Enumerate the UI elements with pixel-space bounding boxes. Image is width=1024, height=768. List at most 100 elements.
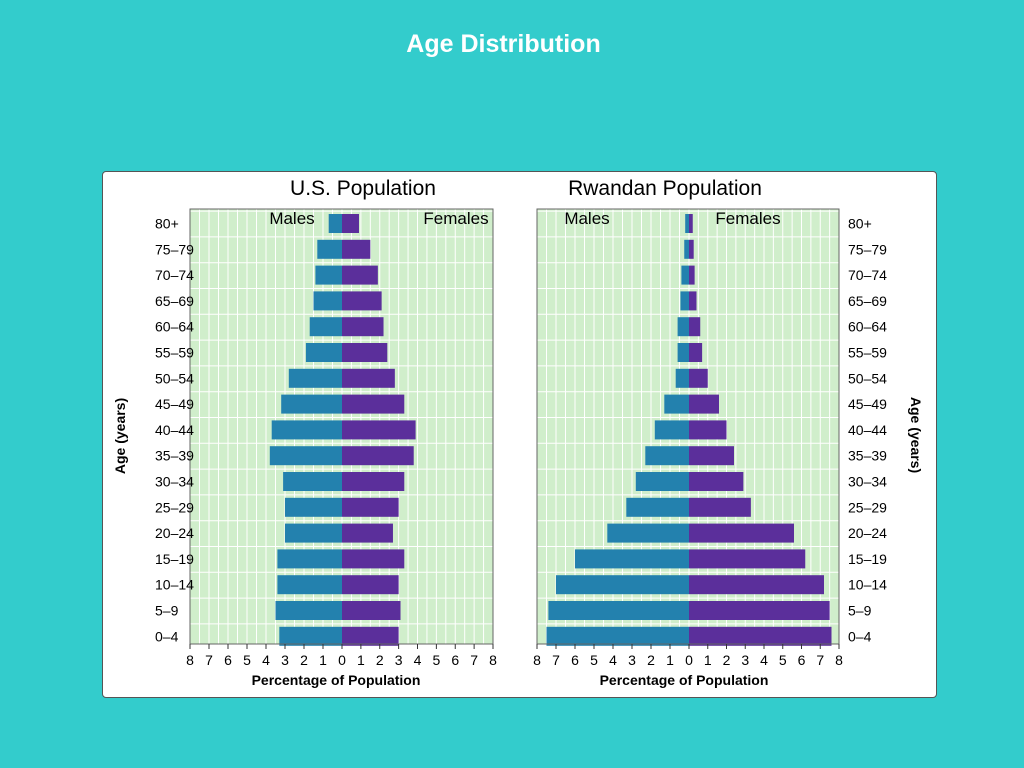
us-tick-label: 8 — [186, 652, 194, 668]
us-male-bar — [288, 368, 342, 388]
rw-male-bar — [635, 472, 689, 491]
rw-age-label: 20–24 — [848, 525, 887, 541]
us-age-label: 25–29 — [155, 499, 194, 515]
us-male-bar — [305, 343, 342, 362]
rw-male-bar — [677, 343, 689, 362]
us-tick-label: 0 — [338, 652, 346, 668]
rw-tick-label: 1 — [704, 652, 712, 668]
rw-age-label: 55–59 — [848, 345, 887, 361]
us-age-label: 80+ — [155, 216, 179, 232]
us-age-label: 5–9 — [155, 603, 179, 619]
chart-panel: U.S. Population Males Females 80+ 75–79 70… — [102, 171, 937, 698]
us-tick-label: 4 — [414, 652, 422, 668]
us-female-bar — [342, 265, 378, 285]
us-tick-label: 2 — [300, 652, 308, 668]
rw-age-label: 35–39 — [848, 448, 887, 464]
us-tick-label: 6 — [224, 652, 232, 668]
us-age-label: 60–64 — [155, 319, 194, 335]
us-female-bar — [342, 575, 399, 595]
us-male-bar — [285, 497, 342, 517]
rw-female-bar — [689, 472, 744, 491]
rw-male-bar — [645, 446, 689, 466]
us-age-label: 45–49 — [155, 396, 194, 412]
rw-male-bar — [626, 497, 689, 517]
rw-female-bar — [689, 394, 719, 414]
us-age-label: 75–79 — [155, 241, 194, 257]
rw-male-bar — [664, 394, 689, 414]
rw-female-bar — [689, 601, 830, 620]
rw-tick-label: 4 — [760, 652, 768, 668]
rw-male-bar — [684, 239, 689, 259]
us-males-label: Males — [269, 209, 314, 228]
us-male-bar — [277, 575, 342, 595]
rw-female-bar — [689, 549, 806, 569]
rw-female-bar — [689, 626, 832, 646]
rw-male-bar — [607, 523, 689, 543]
rw-female-bar — [689, 239, 694, 259]
us-male-bar — [283, 472, 342, 491]
rw-tick-label: 0 — [685, 652, 693, 668]
us-female-bar — [342, 420, 416, 440]
rw-tick-label: 2 — [647, 652, 655, 668]
rw-male-bar — [575, 549, 689, 569]
rw-male-bar — [677, 317, 689, 337]
us-age-label: 55–59 — [155, 345, 194, 361]
rw-tick-label: 7 — [552, 652, 560, 668]
us-male-bar — [279, 626, 342, 646]
rw-age-label: 80+ — [848, 216, 872, 232]
us-female-bar — [342, 368, 395, 388]
us-tick-label: 3 — [395, 652, 403, 668]
rw-female-bar — [689, 317, 701, 337]
us-age-label: 10–14 — [155, 577, 194, 593]
rw-females-label: Females — [715, 209, 780, 228]
us-male-bar — [275, 601, 342, 620]
rw-male-bar — [546, 626, 689, 646]
rw-age-label: 50–54 — [848, 370, 887, 386]
rw-plot-frame — [536, 208, 840, 645]
us-female-bar — [342, 523, 393, 543]
rw-age-label: 40–44 — [848, 422, 887, 438]
rw-chart-title: Rwandan Population — [568, 177, 762, 200]
rw-female-bar — [689, 265, 695, 285]
us-age-label: 35–39 — [155, 448, 194, 464]
rw-tick-label: 6 — [571, 652, 579, 668]
rw-age-label: 65–69 — [848, 293, 887, 309]
rw-x-axis-label: Percentage of Population — [600, 672, 769, 688]
rw-female-bar — [689, 291, 697, 311]
us-tick-label: 5 — [243, 652, 251, 668]
rw-age-label: 0–4 — [848, 628, 872, 644]
us-male-bar — [271, 420, 342, 440]
rw-male-bar — [675, 368, 689, 388]
rw-tick-label: 8 — [533, 652, 541, 668]
rw-age-label: 30–34 — [848, 474, 887, 490]
rw-male-bar — [685, 214, 689, 233]
rw-age-label: 15–19 — [848, 551, 887, 567]
us-male-bar — [313, 291, 342, 311]
us-tick-label: 3 — [281, 652, 289, 668]
rw-males-label: Males — [564, 209, 609, 228]
rw-age-label: 60–64 — [848, 319, 887, 335]
us-females-label: Females — [423, 209, 488, 228]
rw-tick-label: 2 — [723, 652, 731, 668]
us-age-label: 30–34 — [155, 474, 194, 490]
us-age-label: 50–54 — [155, 370, 194, 386]
us-tick-label: 5 — [432, 652, 440, 668]
us-female-bar — [342, 549, 405, 569]
us-tick-label: 4 — [262, 652, 270, 668]
rw-female-bar — [689, 446, 734, 466]
us-x-axis-label: Percentage of Population — [252, 672, 421, 688]
rw-tick-label: 6 — [798, 652, 806, 668]
us-tick-label: 2 — [376, 652, 384, 668]
rw-age-label: 10–14 — [848, 577, 887, 593]
rw-tick-label: 4 — [609, 652, 617, 668]
rw-female-bar — [689, 343, 703, 362]
us-y-axis-label: Age (years) — [112, 398, 128, 474]
us-male-bar — [309, 317, 342, 337]
rw-tick-label: 8 — [835, 652, 843, 668]
rw-age-label: 25–29 — [848, 499, 887, 515]
rw-female-bar — [689, 523, 794, 543]
rw-age-label: 75–79 — [848, 241, 887, 257]
rw-tick-label: 3 — [628, 652, 636, 668]
rw-age-label: 70–74 — [848, 267, 887, 283]
rw-female-bar — [689, 497, 751, 517]
